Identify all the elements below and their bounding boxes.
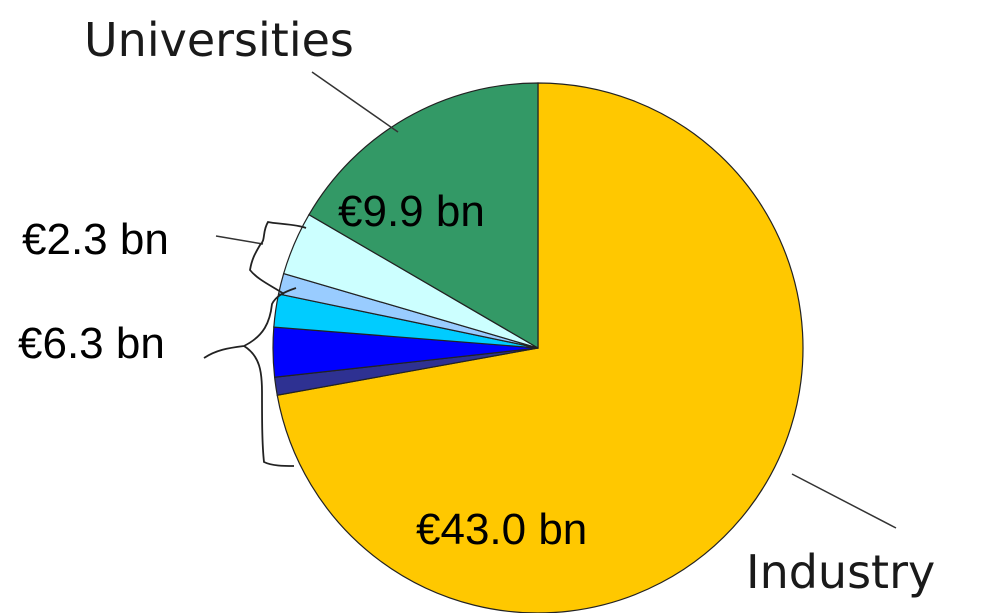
- pie-slices: [272, 82, 804, 613]
- pie-slice-6: [308, 82, 539, 350]
- group-2-3-leader-line: [215, 235, 264, 245]
- industry-label: Industry: [746, 545, 935, 599]
- group-6-3-value-label: €6.3 bn: [18, 319, 165, 368]
- pie-slice-0: [276, 82, 804, 613]
- universities-value-label: €9.9 bn: [338, 187, 485, 236]
- universities-leader-line: [311, 71, 399, 133]
- industry-value-label: €43.0 bn: [416, 505, 587, 554]
- group-2-3-brace: [249, 220, 307, 295]
- industry-leader-line: [791, 473, 897, 529]
- group-2-3-value-label: €2.3 bn: [22, 215, 169, 264]
- universities-label: Universities: [84, 13, 354, 67]
- group-6-3-brace: [203, 287, 297, 467]
